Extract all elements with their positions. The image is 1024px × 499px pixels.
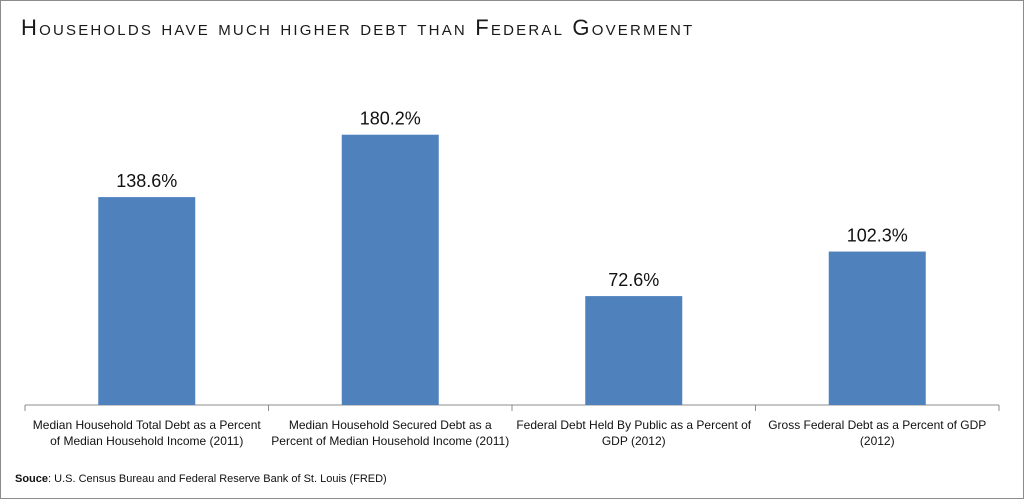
x-category-label-3: Federal Debt Held By Public as a Percent… (516, 418, 752, 448)
data-label-3: 72.6% (608, 270, 659, 290)
source-note: Souce: U.S. Census Bureau and Federal Re… (15, 473, 387, 485)
x-category-label-1: Median Household Total Debt as a Percent… (32, 418, 261, 448)
bar-1 (98, 197, 196, 405)
x-category-label-2: Median Household Secured Debt as a Perce… (271, 418, 510, 448)
bars-group (98, 134, 926, 405)
data-label-2: 180.2% (360, 109, 421, 129)
bar-3 (585, 296, 683, 405)
x-category-label-4: Gross Federal Debt as a Percent of GDP (… (768, 418, 987, 448)
source-label: Souce (15, 473, 49, 485)
x-axis-ticks (24, 405, 1000, 411)
bar-4 (828, 251, 926, 405)
data-label-4: 102.3% (847, 226, 908, 246)
chart-title: Households have much higher debt than Fe… (21, 15, 695, 40)
data-label-1: 138.6% (116, 171, 177, 191)
bar-2 (341, 134, 439, 405)
source-text: : U.S. Census Bureau and Federal Reserve… (48, 473, 387, 485)
data-labels-group: 138.6% 180.2% 72.6% 102.3% (116, 109, 908, 290)
